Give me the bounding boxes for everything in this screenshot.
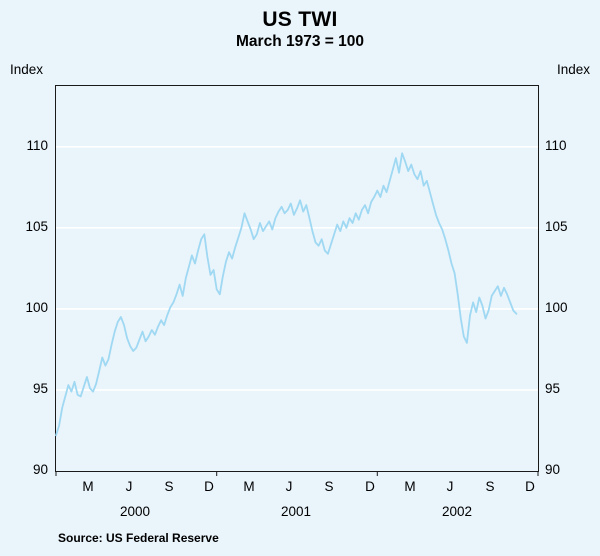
x-tick-label-year: 2000: [119, 504, 151, 519]
y-tick-label-right: 105: [545, 219, 568, 234]
source-note: Source: US Federal Reserve: [58, 531, 219, 545]
x-tick-label-month: D: [204, 479, 214, 494]
x-tick-label-month: S: [164, 479, 174, 494]
x-tick-label-year: 2001: [280, 504, 312, 519]
y-axis-unit-left: Index: [10, 62, 44, 77]
x-tick-label-month: S: [324, 479, 334, 494]
x-tick-label-month: S: [485, 479, 495, 494]
chart-title: US TWI: [262, 8, 338, 31]
x-tick-label-month: D: [365, 479, 375, 494]
y-tick-label-left: 105: [25, 219, 48, 234]
x-tick-label-month: J: [125, 479, 133, 494]
y-tick-label-right: 95: [545, 381, 561, 396]
x-tick-label-month: M: [243, 479, 255, 494]
y-tick-label-right: 100: [545, 300, 568, 315]
y-tick-label-left: 100: [25, 300, 48, 315]
line-chart-canvas: [55, 145, 539, 476]
y-tick-label-left: 90: [32, 462, 48, 477]
x-tick-label-month: M: [82, 479, 94, 494]
y-tick-label-left: 110: [26, 138, 48, 153]
x-tick-label-month: M: [404, 479, 416, 494]
us-twi-series-line: [55, 152, 518, 437]
x-tick-label-month: J: [446, 479, 454, 494]
x-tick-label-year: 2002: [441, 504, 473, 519]
x-tick-label-month: J: [285, 479, 293, 494]
y-tick-label-left: 95: [32, 381, 48, 396]
y-tick-label-right: 90: [545, 462, 561, 477]
x-tick-label-month: D: [525, 479, 535, 494]
plot-area: [55, 85, 539, 476]
y-axis-unit-right: Index: [556, 62, 590, 77]
y-tick-label-right: 110: [545, 138, 567, 153]
chart-subtitle: March 1973 = 100: [236, 33, 364, 50]
